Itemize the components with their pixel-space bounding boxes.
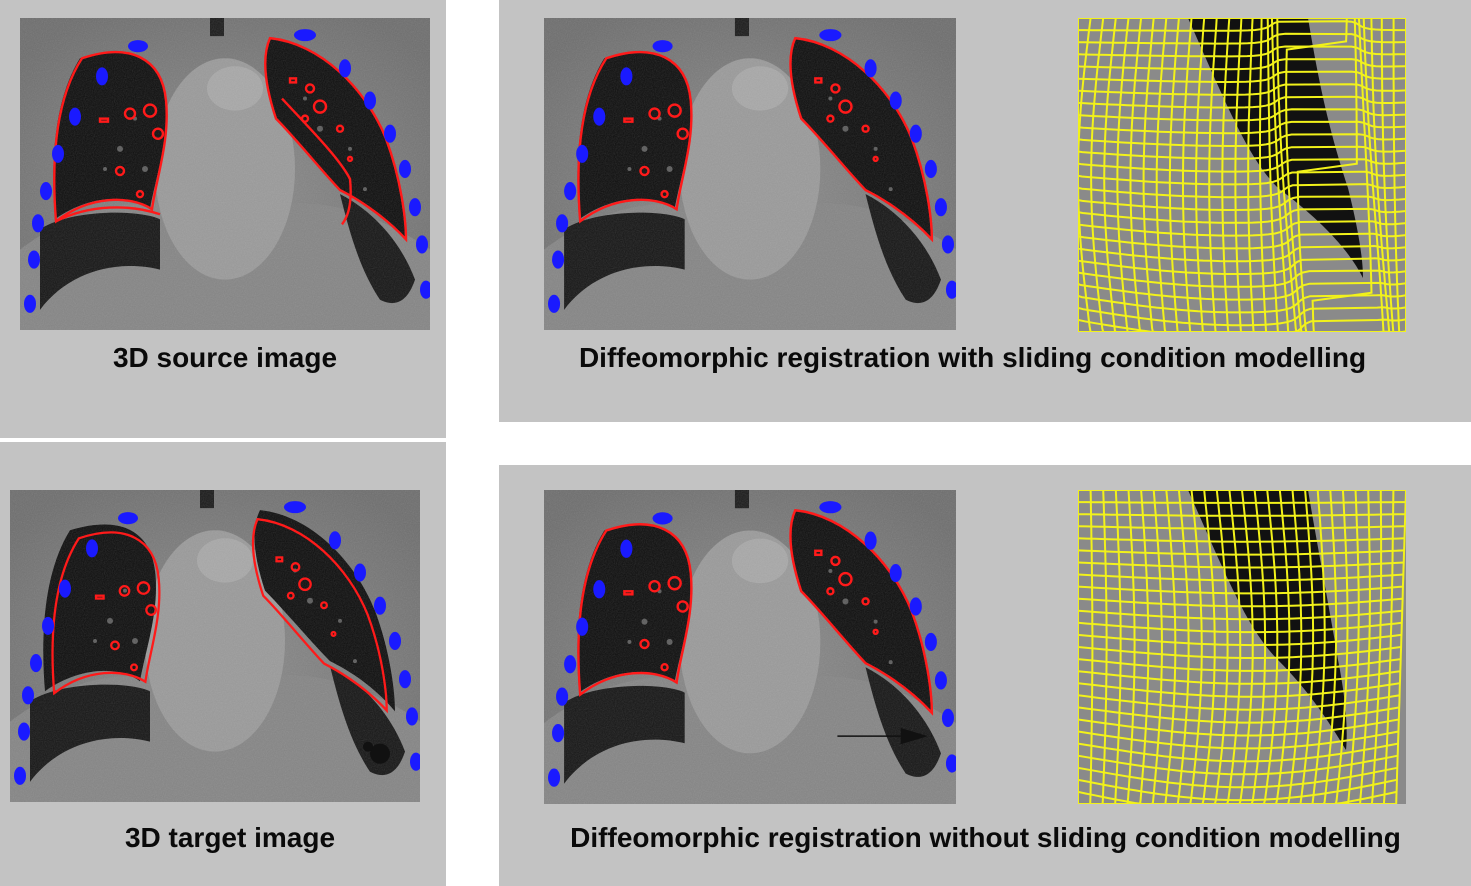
target-ct-image xyxy=(10,490,420,802)
arrow-annotation xyxy=(837,728,928,745)
source-image-caption: 3D source image xyxy=(112,342,338,373)
target-image-caption: 3D target image xyxy=(124,822,336,853)
grid-lines-with xyxy=(1078,18,1406,332)
with-sliding-ct-image xyxy=(544,18,956,330)
without-sliding-ct-image xyxy=(544,490,956,804)
source-ct-image xyxy=(20,18,430,330)
without-sliding-caption: Diffeomorphic registration without slidi… xyxy=(570,822,1401,853)
grid-lines-without xyxy=(1078,490,1406,804)
with-sliding-deformation-grid xyxy=(1078,18,1406,332)
without-sliding-deformation-grid xyxy=(1078,490,1406,804)
with-sliding-caption: Diffeomorphic registration with sliding … xyxy=(578,342,1367,373)
